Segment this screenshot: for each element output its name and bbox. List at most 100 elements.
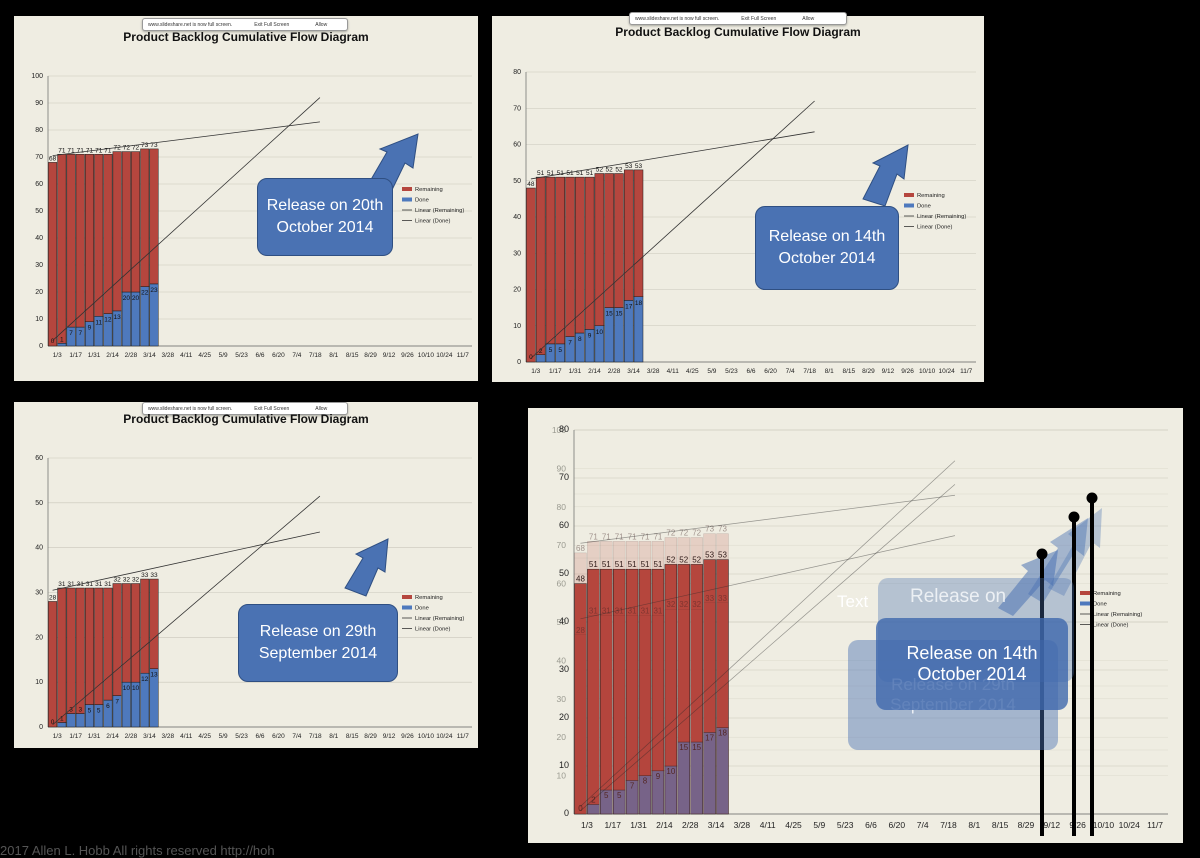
x-tick-label: 10/24: [939, 368, 956, 375]
total-data-label: 51: [576, 170, 584, 177]
total-data-label: 31: [86, 581, 94, 588]
x-tick-label: 5/9: [707, 368, 716, 375]
done-data-label: 3: [78, 707, 82, 714]
remaining-bar: [716, 559, 729, 728]
total-data-label: 53: [635, 163, 643, 170]
remaining-bar: [613, 568, 626, 791]
y-tick-label: 60: [559, 520, 569, 530]
done-data-label: 7: [568, 340, 572, 347]
ghost-total-label: 31: [602, 607, 611, 616]
y-tick-label: 30: [513, 250, 521, 257]
done-data-label: 8: [578, 336, 582, 343]
total-data-label: 32: [114, 577, 122, 584]
total-data-label: 71: [104, 147, 112, 154]
total-data-label: 48: [576, 575, 585, 584]
done-data-label: 13: [150, 672, 158, 679]
done-data-label: 9: [588, 332, 592, 339]
y-tick-label: 60: [35, 455, 43, 462]
done-data-label: 15: [692, 743, 701, 752]
total-data-label: 31: [67, 581, 75, 588]
x-tick-label: 6/6: [746, 368, 755, 375]
y-tick-label: 0: [39, 343, 43, 350]
ghost-total-label: 32: [666, 600, 675, 609]
allow-button[interactable]: Allow: [802, 15, 815, 22]
ghost-total-label: 72: [692, 529, 701, 538]
notice-text: www.slideshare.net is now full screen.: [148, 405, 233, 412]
remaining-bar: [84, 154, 94, 322]
trendline: [52, 97, 321, 341]
legend-swatch-remaining: [1080, 591, 1090, 595]
x-tick-label: 3/14: [627, 368, 640, 375]
x-tick-label: 9/12: [383, 352, 396, 359]
done-data-label: 0: [51, 719, 55, 726]
x-tick-label: 5/9: [219, 352, 228, 359]
x-tick-label: 8/15: [992, 820, 1009, 830]
done-data-label: 10: [666, 767, 675, 776]
x-tick-label: 5/23: [235, 352, 248, 359]
exit-fullscreen-button[interactable]: Exit Full Screen: [254, 21, 290, 28]
total-data-label: 52: [692, 555, 701, 564]
ghost-total-label: 31: [653, 607, 662, 616]
done-data-label: 12: [141, 676, 149, 683]
x-tick-label: 7/4: [786, 368, 795, 375]
legend-label: Done: [1093, 602, 1107, 608]
y-tick-label: 10: [559, 760, 569, 770]
x-tick-label: 6/6: [255, 352, 264, 359]
x-tick-label: 8/1: [329, 733, 338, 740]
callout-arrow: [368, 133, 419, 193]
ghost-bar: [613, 541, 626, 815]
allow-button[interactable]: Allow: [315, 21, 328, 28]
total-data-label: 51: [615, 560, 624, 569]
total-data-label: 51: [537, 170, 545, 177]
remaining-bar: [638, 568, 652, 776]
remaining-bar: [94, 587, 104, 705]
remaining-bar: [594, 173, 605, 326]
chart-panel-1: www.slideshare.net is now full screen. E…: [14, 16, 478, 381]
legend-swatch-remaining: [402, 187, 412, 191]
remaining-bar: [664, 564, 678, 767]
x-tick-label: 10/24: [436, 352, 453, 359]
x-tick-label: 10/10: [919, 368, 936, 375]
exit-fullscreen-button[interactable]: Exit Full Screen: [254, 405, 290, 412]
x-tick-label: 2/28: [682, 820, 699, 830]
ghost-bar: [690, 608, 703, 815]
allow-button[interactable]: Allow: [315, 405, 328, 412]
y-tick-label: 40: [513, 214, 521, 221]
y-tick-label: 50: [35, 208, 43, 215]
ghost-bar: [690, 537, 703, 815]
x-tick-label: 7/18: [803, 368, 816, 375]
x-tick-label: 4/25: [686, 368, 699, 375]
y-tick-label: 0: [517, 359, 521, 366]
total-data-label: 51: [653, 560, 662, 569]
done-data-label: 10: [132, 685, 140, 692]
x-tick-label: 1/17: [69, 352, 82, 359]
x-tick-label: 1/17: [69, 733, 82, 740]
x-tick-label: 8/1: [329, 352, 338, 359]
ghost-y-tick-label: 50: [557, 617, 567, 627]
x-tick-label: 8/15: [346, 733, 359, 740]
done-data-label: 7: [78, 330, 82, 337]
exit-fullscreen-button[interactable]: Exit Full Screen: [741, 15, 777, 22]
y-tick-label: 70: [35, 154, 43, 161]
total-data-label: 53: [625, 163, 633, 170]
done-data-label: 15: [615, 311, 623, 318]
x-tick-label: 8/29: [1018, 820, 1035, 830]
ghost-bar: [587, 615, 600, 815]
chart-panel-3: www.slideshare.net is now full screen. E…: [14, 402, 478, 748]
callout-arrow: [344, 538, 389, 597]
legend-label: Linear (Remaining): [415, 208, 464, 214]
x-tick-label: 1/17: [604, 820, 621, 830]
remaining-bar: [140, 578, 150, 674]
ghost-bar: [677, 608, 690, 815]
remaining-bar: [651, 568, 665, 772]
x-tick-label: 5/23: [837, 820, 854, 830]
ghost-bar: [625, 615, 639, 815]
total-data-label: 71: [95, 147, 103, 154]
y-tick-label: 10: [35, 679, 43, 686]
done-data-label: 5: [617, 791, 622, 800]
legend-label: Linear (Done): [917, 225, 953, 231]
x-tick-label: 3/28: [734, 820, 751, 830]
x-tick-label: 1/31: [88, 352, 101, 359]
x-tick-label: 1/17: [549, 368, 562, 375]
